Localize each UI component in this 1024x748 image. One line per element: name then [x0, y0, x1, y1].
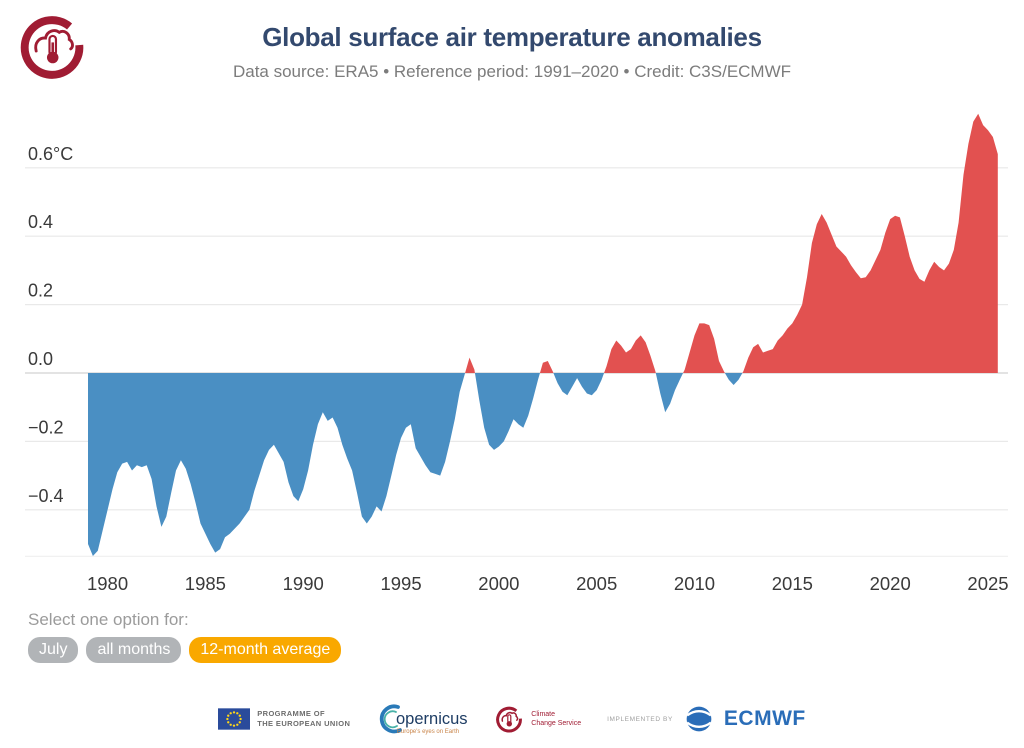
x-axis-tick-label: 1980: [87, 573, 128, 594]
y-axis-tick-label: 0.0: [28, 349, 53, 369]
c3s-footer-icon: [496, 706, 523, 733]
chart-subtitle: Data source: ERA5 • Reference period: 19…: [232, 62, 792, 81]
eu-programme-text: PROGRAMME OF THE EUROPEAN UNION: [257, 709, 350, 729]
c3s-crescent-thermometer-icon: [20, 16, 84, 79]
climate-change-service-footer-logo: Climate Change Service: [494, 704, 581, 734]
x-axis-tick-label: 1985: [185, 573, 226, 594]
eu-programme-logo: PROGRAMME OF THE EUROPEAN UNION: [218, 708, 350, 730]
x-axis-tick-label: 2015: [772, 573, 813, 594]
ecmwf-logo: IMPLEMENTED BY ECMWF: [607, 704, 806, 734]
climate-change-service-logo: [16, 10, 88, 82]
option-selector-label: Select one option for:: [28, 610, 189, 629]
ecmwf-emblem-icon: [686, 706, 712, 732]
eu-text-line2: THE EUROPEAN UNION: [257, 719, 351, 728]
temperature-anomaly-area-chart: 0.6°C 0.4 0.2 0.0 −0.2 −0.4 1980 1985 1990 1995 20…: [25, 113, 1009, 594]
x-axis-tick-label: 2025: [967, 573, 1008, 594]
option-12-month-average[interactable]: 12-month average: [189, 637, 342, 663]
x-axis-tick-label: 2010: [674, 573, 715, 594]
y-axis-tick-label: 0.4: [28, 212, 53, 232]
x-axis-tick-label: 1990: [283, 573, 324, 594]
implemented-by-label: IMPLEMENTED BY: [607, 715, 673, 723]
x-axis-tick-label: 2020: [870, 573, 911, 594]
copernicus-tagline: Europe's eyes on Earth: [397, 729, 459, 735]
option-selector: Select one option for: July all months 1…: [28, 610, 342, 663]
eu-flag-icon: [218, 708, 251, 730]
y-axis-tick-label: −0.4: [28, 486, 64, 506]
x-axis-tick-label: 2000: [478, 573, 519, 594]
c3s-text-line1: Climate: [531, 710, 556, 718]
footer: PROGRAMME OF THE EUROPEAN UNION opernicu…: [0, 700, 1024, 738]
copernicus-logo: opernicus Europe's eyes on Earth: [376, 700, 468, 738]
copernicus-wordmark: opernicus: [396, 710, 468, 728]
y-axis-tick-label: −0.2: [28, 417, 64, 437]
eu-text-line1: PROGRAMME OF: [257, 708, 325, 718]
y-axis-tick-label: 0.2: [28, 281, 53, 301]
negative-anomaly-area: [88, 373, 998, 556]
copernicus-swoosh-icon: opernicus Europe's eyes on Earth: [380, 704, 468, 735]
x-axis-tick-label: 1995: [380, 573, 421, 594]
ecmwf-wordmark: ECMWF: [723, 707, 806, 730]
option-july[interactable]: July: [28, 637, 79, 663]
option-pill-row: July all months 12-month average: [28, 637, 342, 663]
x-axis-tick-label: 2005: [576, 573, 617, 594]
option-all-months[interactable]: all months: [86, 637, 182, 663]
c3s-text-line2: Change Service: [531, 720, 582, 727]
positive-anomaly-area: [88, 113, 998, 373]
c3s-text: Climate Change Service: [531, 710, 581, 728]
page-title: Global surface air temperature anomalies: [262, 22, 762, 52]
y-axis-tick-label: 0.6°C: [28, 144, 73, 164]
